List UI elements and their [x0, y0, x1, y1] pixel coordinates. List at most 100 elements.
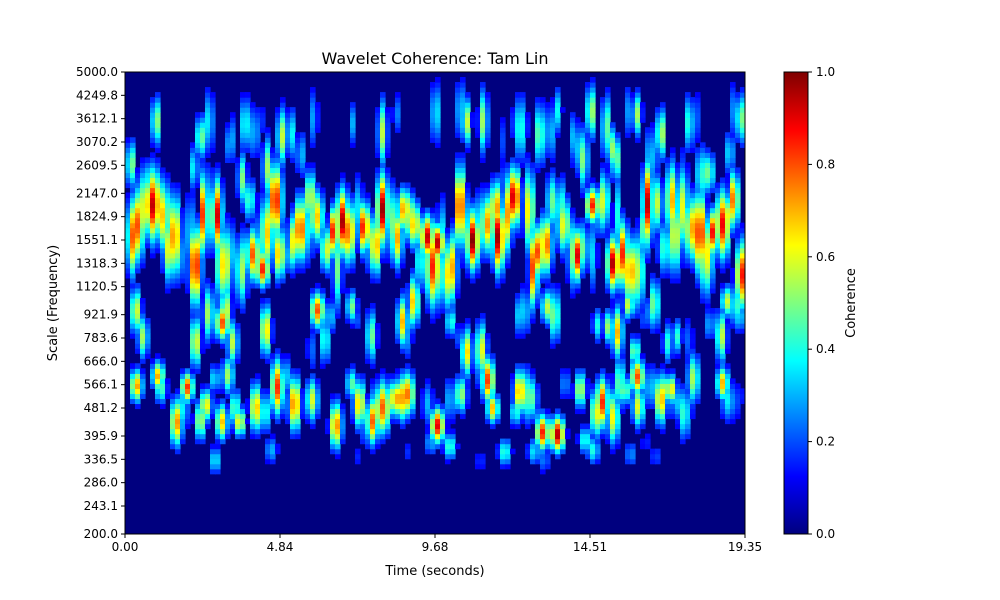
heatmap-cell: [220, 187, 226, 194]
heatmap-cell: [670, 257, 676, 264]
heatmap-cell: [225, 252, 231, 259]
heatmap-cell: [550, 292, 556, 299]
heatmap-cell: [500, 162, 506, 169]
heatmap-cell: [140, 247, 146, 254]
heatmap-cell: [685, 318, 691, 324]
heatmap-cell: [470, 222, 476, 229]
heatmap-cell: [415, 212, 421, 219]
heatmap-cell: [555, 222, 561, 229]
heatmap-cell: [510, 423, 516, 430]
heatmap-cell: [245, 137, 251, 143]
heatmap-cell: [335, 303, 341, 309]
heatmap-cell: [395, 267, 401, 274]
heatmap-cell: [310, 237, 316, 244]
heatmap-cell: [465, 323, 471, 329]
heatmap-cell: [515, 107, 521, 113]
heatmap-cell: [580, 147, 586, 153]
heatmap-cell: [130, 297, 136, 304]
heatmap-cell: [555, 438, 561, 445]
heatmap-cell: [225, 152, 231, 158]
heatmap-cell: [475, 453, 481, 460]
heatmap-cell: [210, 292, 216, 299]
heatmap-cell: [540, 137, 546, 143]
heatmap-cell: [405, 217, 411, 224]
heatmap-cell: [460, 393, 466, 400]
heatmap-cell: [215, 433, 221, 440]
heatmap-cell: [320, 348, 326, 354]
heatmap-cell: [400, 308, 406, 314]
heatmap-cell: [470, 197, 476, 204]
heatmap-cell: [500, 448, 506, 455]
heatmap-cell: [190, 232, 196, 239]
heatmap-cell: [465, 247, 471, 254]
heatmap-cell: [405, 368, 411, 374]
heatmap-cell: [685, 222, 691, 229]
heatmap-cell: [575, 147, 581, 153]
heatmap-cell: [250, 182, 256, 189]
heatmap-cell: [605, 147, 611, 153]
heatmap-cell: [480, 343, 486, 349]
heatmap-cell: [605, 232, 611, 239]
heatmap-cell: [455, 378, 461, 384]
heatmap-cell: [695, 182, 701, 189]
heatmap-cell: [445, 242, 451, 249]
heatmap-cell: [375, 172, 381, 179]
heatmap-cell: [460, 328, 466, 334]
heatmap-cell: [340, 237, 346, 244]
heatmap-cell: [215, 227, 221, 234]
heatmap-cell: [575, 272, 581, 279]
heatmap-cell: [195, 297, 201, 304]
heatmap-cell: [210, 217, 216, 224]
heatmap-cell: [575, 403, 581, 410]
heatmap-cell: [310, 127, 316, 133]
heatmap-cell: [130, 313, 136, 319]
heatmap-cell: [370, 343, 376, 349]
heatmap-cell: [550, 413, 556, 420]
heatmap-cell: [405, 363, 411, 369]
heatmap-cell: [660, 252, 666, 259]
heatmap-cell: [455, 328, 461, 334]
heatmap-cell: [640, 353, 646, 359]
heatmap-cell: [200, 247, 206, 254]
heatmap-cell: [455, 167, 461, 174]
heatmap-cell: [235, 262, 241, 269]
heatmap-cell: [375, 147, 381, 153]
heatmap-cell: [615, 247, 621, 254]
heatmap-cell: [165, 247, 171, 254]
heatmap-cell: [440, 227, 446, 234]
heatmap-cell: [205, 237, 211, 244]
heatmap-cell: [585, 152, 591, 158]
heatmap-cell: [660, 237, 666, 244]
heatmap-cell: [155, 157, 161, 163]
heatmap-cell: [125, 272, 131, 279]
heatmap-cell: [545, 122, 551, 128]
heatmap-cell: [625, 132, 631, 138]
heatmap-cell: [150, 122, 156, 128]
heatmap-cell: [240, 257, 246, 264]
heatmap-cell: [490, 212, 496, 219]
heatmap-cell: [595, 453, 601, 460]
heatmap-cell: [580, 257, 586, 264]
heatmap-cell: [665, 162, 671, 169]
heatmap-cell: [360, 438, 366, 445]
heatmap-cell: [325, 222, 331, 229]
heatmap-cell: [595, 222, 601, 229]
heatmap-cell: [290, 147, 296, 153]
heatmap-cell: [605, 308, 611, 314]
heatmap-cell: [540, 262, 546, 269]
heatmap-cell: [150, 242, 156, 249]
heatmap-cell: [140, 318, 146, 324]
heatmap-cell: [210, 147, 216, 153]
heatmap-cell: [515, 137, 521, 143]
heatmap-cell: [480, 453, 486, 460]
heatmap-cell: [200, 147, 206, 153]
heatmap-cell: [330, 252, 336, 259]
heatmap-cell: [445, 232, 451, 239]
heatmap-cell: [460, 127, 466, 133]
heatmap-cell: [600, 192, 606, 199]
heatmap-cell: [480, 393, 486, 400]
heatmap-cell: [195, 408, 201, 415]
heatmap-cell: [460, 82, 466, 88]
heatmap-cell: [465, 358, 471, 364]
heatmap-cell: [345, 292, 351, 299]
